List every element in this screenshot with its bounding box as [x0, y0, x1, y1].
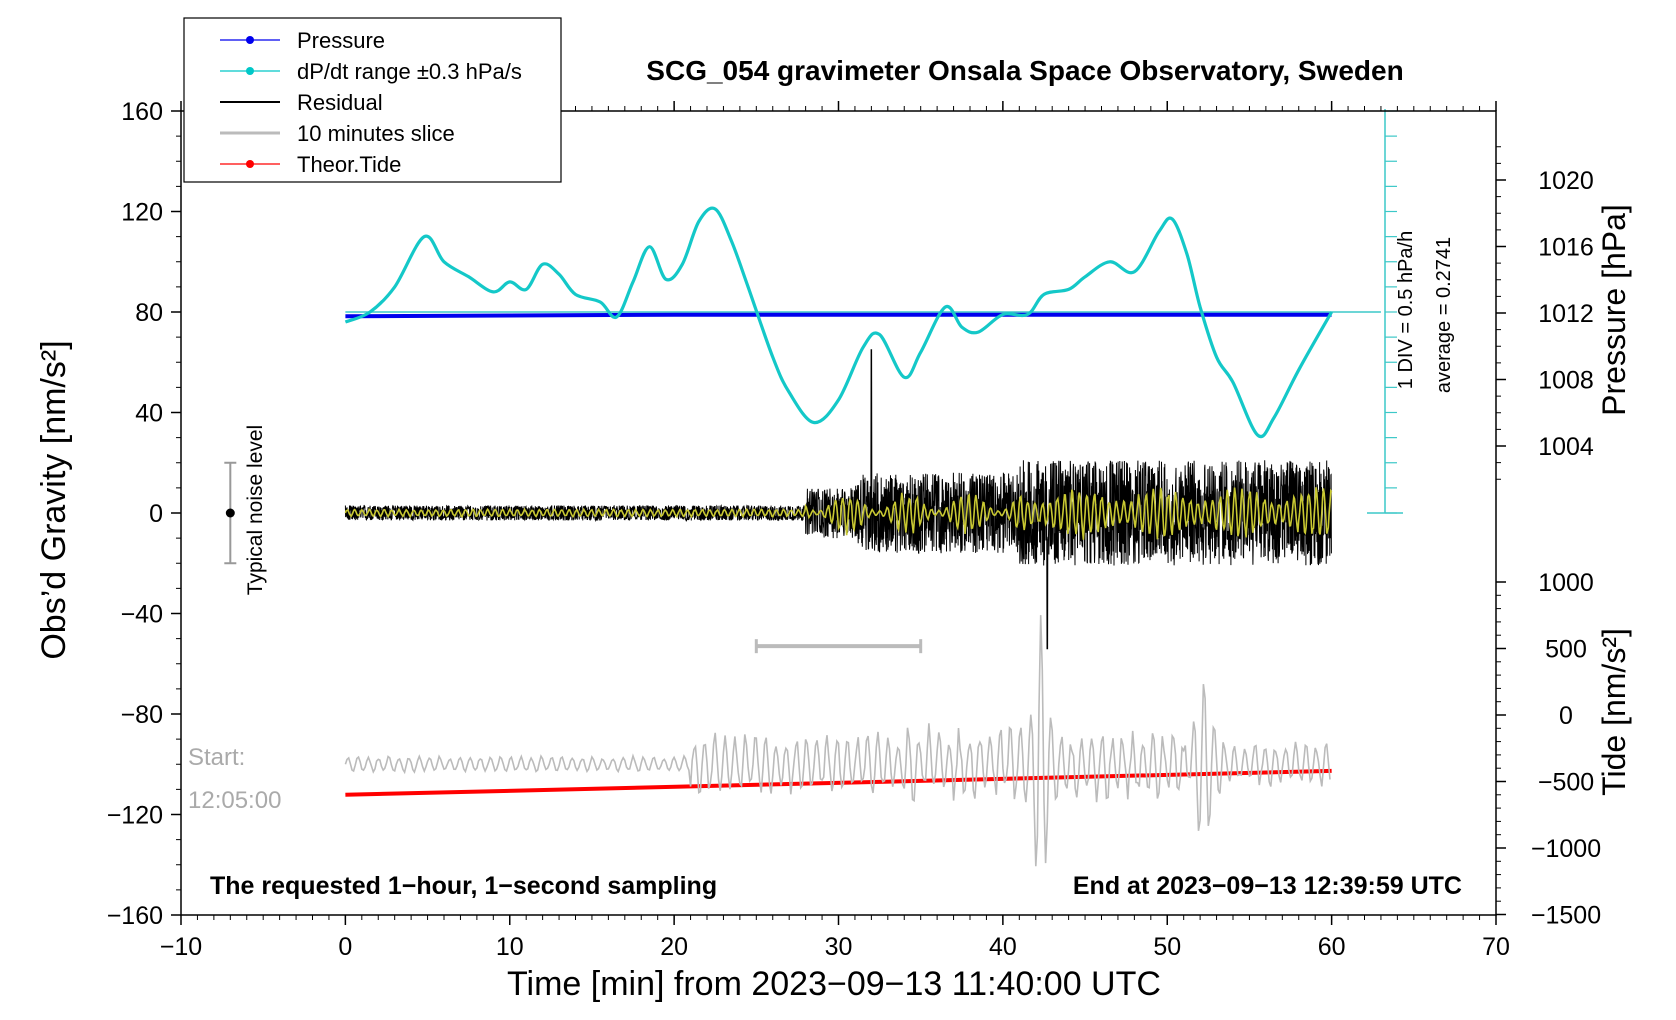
start-time: 12:05:00 — [188, 787, 281, 814]
y-tick-label: 80 — [135, 299, 163, 327]
x-tick-label: 70 — [1482, 933, 1510, 961]
tide-tick-label: 0 — [1559, 702, 1573, 730]
x-tick-label: −10 — [160, 933, 202, 961]
y-tick-label: 120 — [121, 199, 163, 227]
legend: Pressure dP/dt range ±0.3 hPa/s Residual… — [183, 17, 562, 183]
tide-tick-label: 500 — [1545, 636, 1587, 664]
pressure-series — [345, 312, 1332, 319]
tide-axis-label: Tide [nm/s²] — [1596, 628, 1632, 796]
legend-box — [183, 17, 562, 183]
tide-tick-label: 1000 — [1538, 569, 1594, 597]
pressure-tick-label: 1008 — [1538, 367, 1594, 395]
y-tick-label: −40 — [121, 601, 163, 629]
legend-marker-dpdt — [246, 67, 254, 75]
x-tick-label: 50 — [1153, 933, 1181, 961]
y-tick-label: 0 — [149, 500, 163, 528]
tide-tick-label: −1000 — [1531, 835, 1601, 863]
x-axis-label: Time [min] from 2023−09−13 11:40:00 UTC — [507, 965, 1161, 1003]
x-tick-label: 30 — [825, 933, 853, 961]
legend-label-dpdt: dP/dt range ±0.3 hPa/s — [297, 59, 522, 84]
noise-level-label: Typical noise level — [244, 425, 267, 595]
y-tick-label: 40 — [135, 400, 163, 428]
sampling-note: The requested 1−hour, 1−second sampling — [210, 872, 717, 900]
x-tick-label: 60 — [1318, 933, 1346, 961]
tide-tick-label: −1500 — [1531, 902, 1601, 930]
pressure-tick-label: 1016 — [1538, 234, 1594, 262]
tide-series — [345, 768, 1332, 797]
start-label: Start: — [188, 744, 245, 771]
average-note: average = 0.2741 — [1433, 237, 1455, 393]
x-tick-label: 20 — [660, 933, 688, 961]
pressure-tick-label: 1004 — [1538, 433, 1594, 461]
y-tick-label: 160 — [121, 98, 163, 126]
chart-title: SCG_054 gravimeter Onsala Space Observat… — [646, 55, 1403, 86]
div-note: 1 DIV = 0.5 hPa/h — [1395, 231, 1417, 389]
residual-smoothed-series — [344, 487, 1333, 540]
pressure-tick-label: 1020 — [1538, 167, 1594, 195]
x-tick-label: 10 — [496, 933, 524, 961]
plot-layer — [224, 109, 1403, 867]
pressure-axis-label: Pressure [hPa] — [1596, 204, 1632, 416]
legend-marker-tide — [246, 160, 254, 168]
pressure-tick-label: 1012 — [1538, 300, 1594, 328]
slice-series — [344, 615, 1331, 867]
x-tick-label: 40 — [989, 933, 1017, 961]
x-tick-label: 0 — [338, 933, 352, 961]
dpdt-series — [344, 206, 1333, 439]
legend-label-pressure: Pressure — [297, 28, 385, 53]
y-tick-label: −80 — [121, 701, 163, 729]
legend-label-residual: Residual — [297, 90, 383, 115]
axes-layer: −10 0 10 20 30 40 50 60 70−160−120−80−4004080120… — [107, 98, 1601, 961]
legend-label-tide: Theor.Tide — [297, 152, 401, 177]
y-axis-label-left: Obs’d Gravity [nm/s²] — [35, 340, 73, 659]
y-tick-label: −160 — [107, 902, 163, 930]
legend-marker-pressure — [246, 36, 254, 44]
tide-tick-label: −500 — [1538, 769, 1594, 797]
end-note: End at 2023−09−13 12:39:59 UTC — [1073, 872, 1462, 900]
y-tick-label: −120 — [107, 802, 163, 830]
noise-bar-center — [225, 508, 235, 518]
legend-label-slice: 10 minutes slice — [297, 121, 455, 146]
